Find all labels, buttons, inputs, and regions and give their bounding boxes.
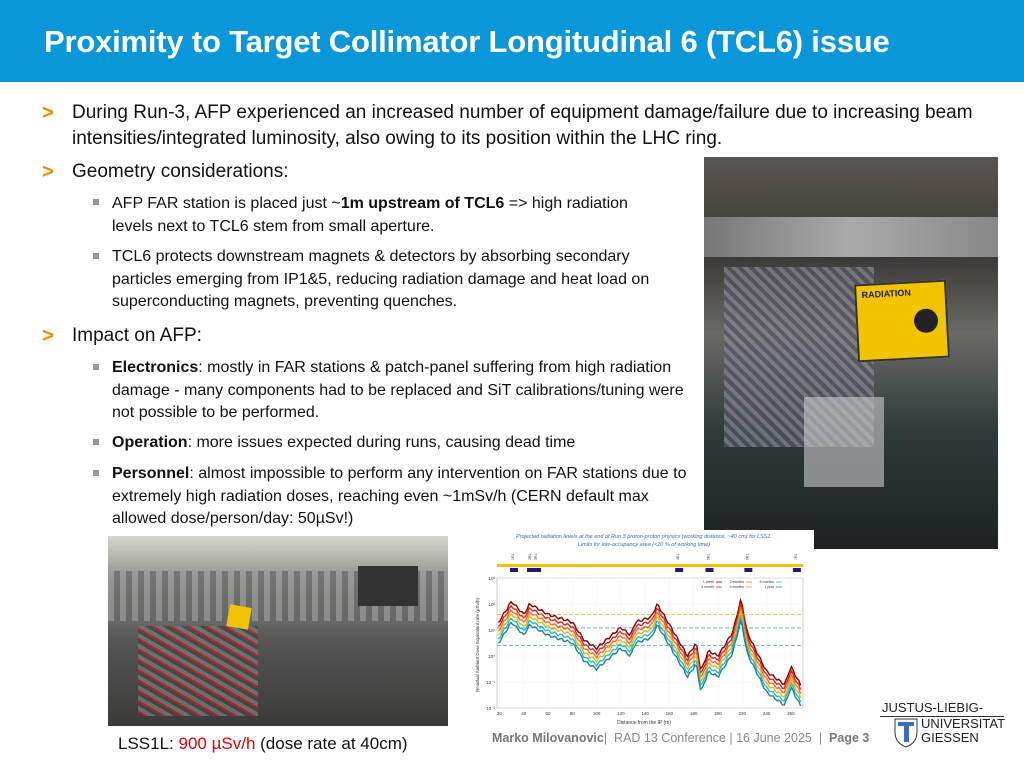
legend-label: 4 months bbox=[730, 585, 745, 589]
bullet-geometry: Geometry considerations: bbox=[72, 161, 289, 182]
section-marker: 4R1 bbox=[676, 554, 680, 560]
x-tick-label: 80 bbox=[570, 711, 576, 716]
magnet-block bbox=[744, 568, 753, 572]
footer: Marko Milovanovic| RAD 13 Conference | 1… bbox=[492, 731, 870, 745]
series-line bbox=[497, 609, 802, 699]
x-tick-label: 200 bbox=[714, 711, 722, 716]
series-line bbox=[497, 597, 802, 686]
bullet-arrow-icon: > bbox=[42, 102, 54, 124]
magnet-block bbox=[510, 568, 518, 572]
x-tick-label: 160 bbox=[666, 711, 674, 716]
series-line bbox=[497, 601, 802, 690]
lss1l-photo bbox=[108, 536, 448, 726]
magnet-block bbox=[675, 568, 684, 572]
sub-bullet-far-station: AFP FAR station is placed just ~1m upstr… bbox=[112, 195, 628, 235]
footer-author: Marko Milovanovic bbox=[492, 731, 604, 745]
legend-label: 1 year bbox=[764, 585, 775, 589]
series-line bbox=[497, 605, 802, 695]
x-tick-label: 240 bbox=[763, 711, 771, 716]
x-tick-label: 220 bbox=[739, 711, 747, 716]
x-tick-label: 40 bbox=[521, 711, 527, 716]
x-tick-label: 20 bbox=[497, 711, 503, 716]
square-bullet-icon bbox=[93, 439, 99, 445]
university-shield-icon bbox=[894, 718, 918, 748]
photo-caption: LSS1L: 900 µSv/h (dose rate at 40cm) bbox=[118, 734, 408, 753]
radiation-chart: Projected radiation levels at the end of… bbox=[474, 530, 814, 728]
chart-title: Projected radiation levels at the end of… bbox=[516, 534, 772, 540]
y-tick-label: 10² bbox=[488, 602, 495, 607]
square-bullet-icon bbox=[93, 364, 99, 370]
legend-label: 1 month bbox=[701, 585, 714, 589]
section-marker: 1R1 bbox=[511, 554, 515, 560]
x-tick-label: 180 bbox=[690, 711, 698, 716]
y-tick-label: 10⁻² bbox=[486, 706, 495, 711]
footer-conference: RAD 13 Conference | 16 June 2025 bbox=[614, 731, 812, 745]
chart-subtitle: Limits for low-occupancy area (<20 % of … bbox=[578, 542, 710, 548]
sub-bullet-operation: Operation: more issues expected during r… bbox=[112, 434, 576, 451]
x-tick-label: 120 bbox=[617, 711, 625, 716]
bullet-arrow-icon: > bbox=[42, 325, 54, 347]
x-tick-label: 140 bbox=[641, 711, 649, 716]
magnet-block bbox=[533, 568, 542, 572]
legend-label: 6 months bbox=[760, 580, 775, 584]
square-bullet-icon bbox=[93, 199, 99, 205]
sub-bullet-tcl6: TCL6 protects downstream magnets & detec… bbox=[112, 248, 650, 310]
y-tick-label: 10¹ bbox=[488, 628, 495, 633]
square-bullet-icon bbox=[93, 253, 99, 259]
x-tick-label: 260 bbox=[787, 711, 795, 716]
y-tick-label: 10³ bbox=[488, 576, 495, 581]
chart-xlabel: Distance from the IP (m) bbox=[617, 720, 671, 726]
slide-header: Proximity to Target Collimator Longitudi… bbox=[0, 0, 1024, 82]
sub-bullet-electronics: Electronics: mostly in FAR stations & pa… bbox=[112, 359, 684, 421]
section-marker: 2R1 bbox=[528, 554, 532, 560]
x-tick-label: 60 bbox=[545, 711, 551, 716]
section-marker: 5R1 bbox=[707, 554, 711, 560]
legend-label: 2 months bbox=[730, 580, 745, 584]
radiation-sign: RADIATION bbox=[861, 287, 912, 301]
sub-bullet-personnel: Personnel: almost impossible to perform … bbox=[112, 465, 687, 527]
y-tick-label: 10⁰ bbox=[488, 654, 495, 659]
section-marker: 6R1 bbox=[745, 554, 749, 560]
series-line bbox=[497, 618, 802, 707]
section-marker: 3R1 bbox=[534, 554, 538, 560]
section-marker: 7R1 bbox=[794, 554, 798, 560]
magnet-block bbox=[705, 568, 714, 572]
chart-ylabel: Residual Ambient Dose Equivalent rate (µ… bbox=[475, 598, 480, 692]
magnet-block bbox=[527, 568, 535, 572]
bullet-arrow-icon: > bbox=[42, 161, 54, 183]
bullet-run3: During Run-3, AFP experienced an increas… bbox=[72, 102, 973, 149]
x-tick-label: 100 bbox=[593, 711, 601, 716]
tunnel-photo: RADIATION bbox=[704, 157, 998, 549]
legend-label: 1 week bbox=[703, 580, 714, 584]
footer-page: Page 3 bbox=[829, 731, 870, 745]
y-tick-label: 10⁻¹ bbox=[486, 680, 495, 685]
slide-title: Proximity to Target Collimator Longitudi… bbox=[44, 24, 890, 59]
square-bullet-icon bbox=[93, 470, 99, 476]
magnet-block bbox=[792, 568, 801, 572]
series-line bbox=[497, 614, 802, 703]
university-logo: JUSTUS-LIEBIG- UNIVERSITAT GIESSEN bbox=[880, 700, 1008, 752]
bullet-impact: Impact on AFP: bbox=[72, 325, 202, 346]
